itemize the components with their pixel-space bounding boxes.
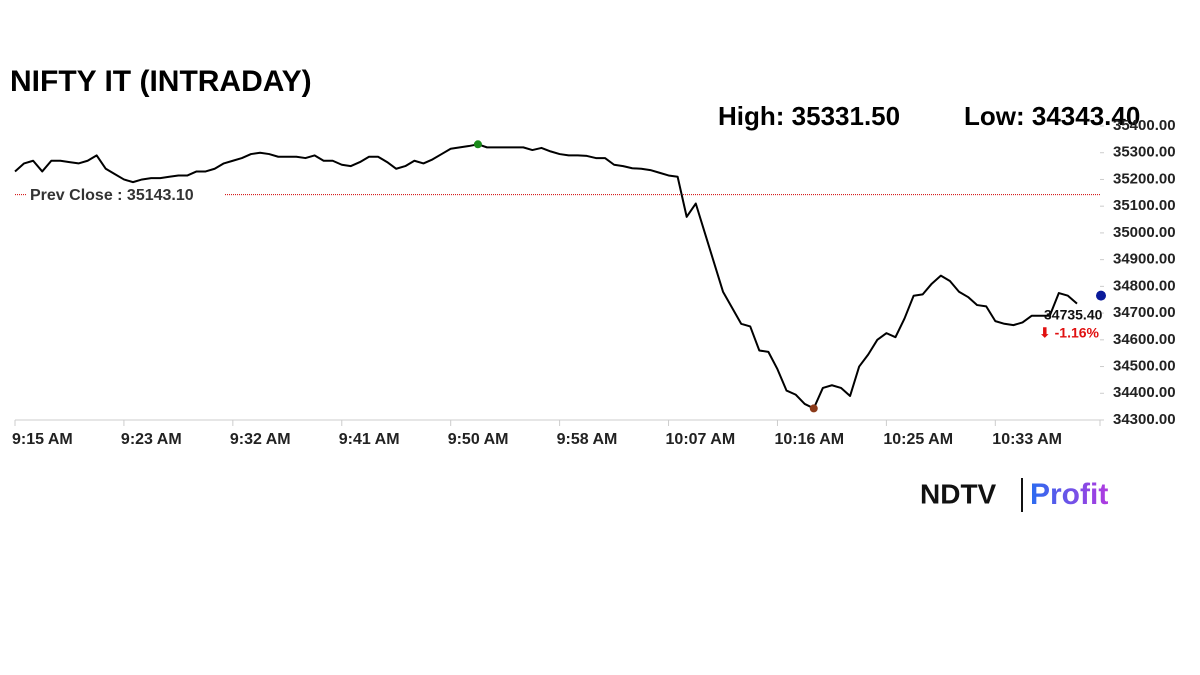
x-tick-label: 10:33 AM	[992, 431, 1062, 448]
y-tick-label: 34500.00	[1113, 358, 1176, 375]
x-tick-label: 9:41 AM	[339, 431, 400, 448]
high-label: High: 35331.50	[718, 101, 900, 131]
x-tick-label: 10:07 AM	[666, 431, 736, 448]
prev-close-label: Prev Close : 35143.10	[30, 187, 194, 204]
y-tick-label: 34900.00	[1113, 251, 1176, 268]
y-tick-label: 35200.00	[1113, 170, 1176, 187]
y-tick-label: 35400.00	[1113, 117, 1176, 134]
x-tick-label: 9:23 AM	[121, 431, 182, 448]
x-tick-label: 9:15 AM	[12, 431, 73, 448]
change-label: ⬇ -1.16%	[1039, 324, 1100, 340]
low-marker	[809, 404, 818, 413]
x-tick-label: 9:50 AM	[448, 431, 509, 448]
y-tick-label: 35300.00	[1113, 144, 1176, 161]
y-tick-label: 35000.00	[1113, 224, 1176, 241]
x-tick-label: 10:25 AM	[883, 431, 953, 448]
price-line	[14, 143, 1078, 410]
chart-title: NIFTY IT (INTRADAY)	[10, 65, 312, 98]
high-marker	[473, 140, 482, 149]
y-tick-label: 34600.00	[1113, 331, 1176, 348]
last-marker	[1096, 290, 1106, 301]
logo-text: NDTV	[920, 478, 997, 509]
logo-text: Profit	[1030, 478, 1108, 511]
low-label: Low: 34343.40	[964, 101, 1140, 131]
y-tick-label: 34400.00	[1113, 384, 1176, 401]
x-tick-label: 9:32 AM	[230, 431, 291, 448]
logo: NDTV Profit	[920, 478, 1108, 512]
y-tick-label: 35100.00	[1113, 197, 1176, 214]
last-value-label: 34735.40	[1044, 306, 1103, 322]
y-tick-label: 34300.00	[1113, 411, 1176, 428]
y-tick-label: 34700.00	[1113, 304, 1176, 321]
prev-close-label-bg	[26, 183, 224, 206]
x-tick-label: 9:58 AM	[557, 431, 618, 448]
y-tick-label: 34800.00	[1113, 277, 1176, 294]
x-tick-label: 10:16 AM	[774, 431, 844, 448]
